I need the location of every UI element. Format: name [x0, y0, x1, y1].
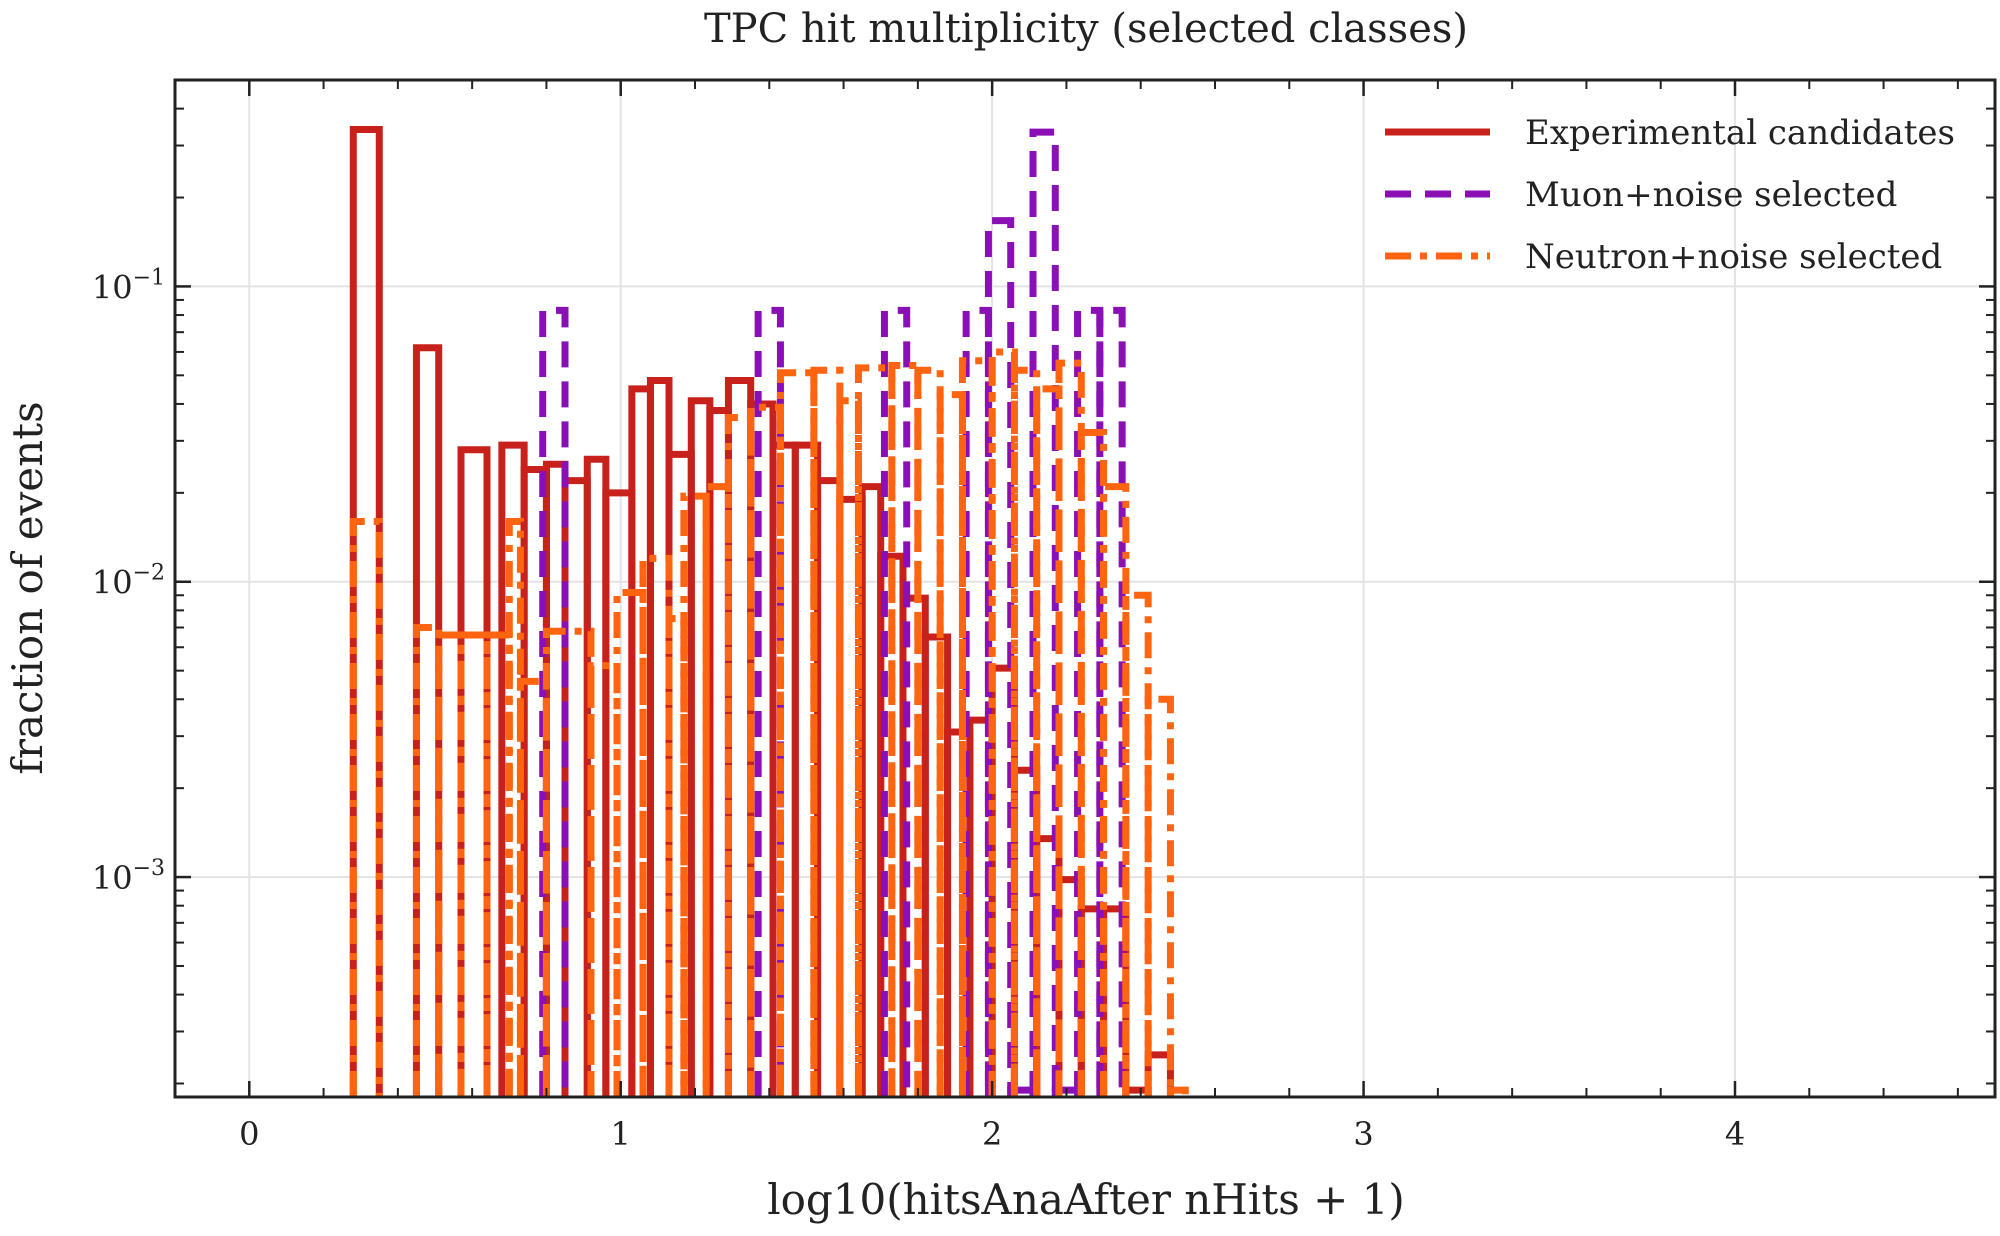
histogram-bin: [1100, 483, 1130, 1097]
histogram-bin: [776, 369, 818, 1097]
histogram-bin: [349, 125, 383, 1097]
legend-label: Experimental candidates: [1525, 113, 1955, 153]
histogram-bin: [1096, 306, 1126, 1097]
histogram-bin: [936, 391, 966, 1097]
x-tick-label: 2: [982, 1115, 1002, 1153]
histogram-bin: [1007, 1086, 1037, 1097]
legend-label: Muon+noise selected: [1525, 175, 1897, 215]
histogram-bin: [483, 631, 513, 1097]
grid: [175, 80, 1995, 1097]
histogram-bin: [680, 492, 710, 1097]
histogram-bin: [1033, 385, 1063, 1097]
histogram-bin: [1122, 591, 1152, 1097]
y-axis-label: fraction of events: [3, 401, 52, 774]
histogram-bin: [724, 413, 755, 1097]
histogram-bin: [639, 554, 673, 1097]
histogram-bin: [457, 446, 491, 1097]
x-tick-label: 3: [1353, 1115, 1373, 1153]
histogram-bin: [1166, 1086, 1189, 1097]
histogram-bin: [613, 588, 647, 1097]
histogram-bin: [457, 631, 491, 1097]
axis-ticks: 0 1 2 3 4 10−1 10−2 10−3: [92, 79, 1995, 1153]
histogram-bin: [747, 403, 784, 1097]
histogram-bin: [505, 517, 524, 1097]
histogram-bin: [1100, 905, 1130, 1097]
histogram-bin: [539, 306, 569, 1097]
series-experimental-candidates: [349, 125, 1174, 1097]
y-tick-label: 10−2: [92, 561, 165, 602]
y-tick-label: 10−1: [92, 265, 165, 306]
histogram-bin: [349, 517, 383, 1097]
histogram-bin: [880, 306, 911, 1097]
x-tick-label: 4: [1725, 1115, 1745, 1153]
histogram-series: [349, 125, 1189, 1097]
histogram-bin: [1077, 429, 1108, 1097]
y-tick-label: 10−3: [92, 856, 165, 897]
histogram-bin: [1029, 128, 1059, 1097]
histogram-bin: [1144, 695, 1174, 1097]
histogram-bin: [702, 483, 732, 1097]
histogram-bin: [984, 217, 1015, 1097]
histogram-bin: [1074, 306, 1104, 1097]
histogram-bin: [810, 366, 844, 1097]
x-tick-label: 0: [239, 1115, 259, 1153]
histogram-bin: [962, 306, 992, 1097]
histogram-bin: [435, 631, 465, 1097]
legend-label: Neutron+noise selected: [1525, 237, 1942, 277]
histogram-bin: [412, 623, 443, 1097]
plot-frame: [173, 78, 1997, 1099]
series-neutron-noise-selected: [349, 348, 1189, 1097]
chart-title: TPC hit multiplicity (selected classes): [704, 6, 1468, 52]
x-axis-label: log10(hitsAnaAfter nHits + 1): [767, 1175, 1405, 1224]
legend: Experimental candidates Muon+noise select…: [1385, 113, 1955, 277]
x-tick-label: 1: [611, 1115, 631, 1153]
